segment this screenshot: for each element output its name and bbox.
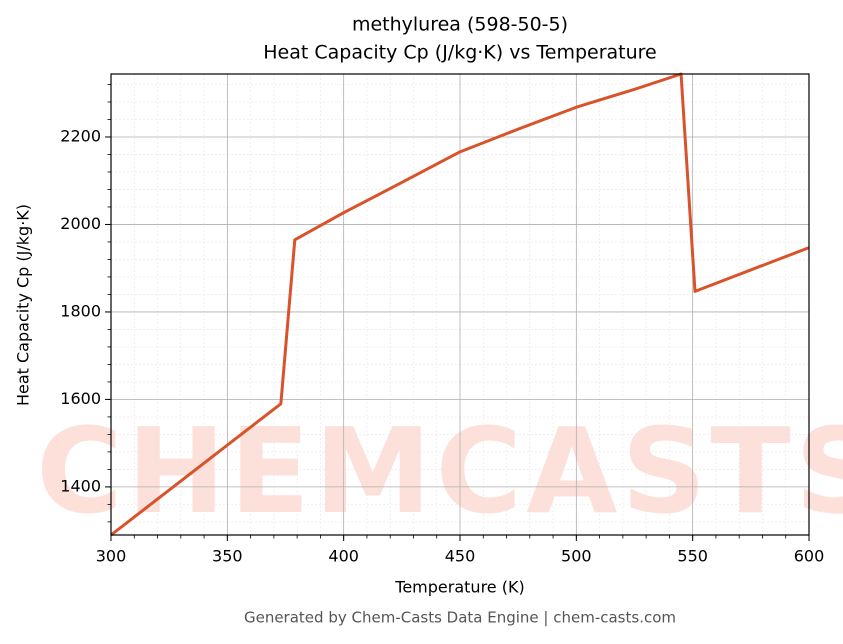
y-axis-label: Heat Capacity Cp (J/kg·K) <box>14 204 33 406</box>
chart-subtitle: Heat Capacity Cp (J/kg·K) vs Temperature <box>263 42 657 64</box>
chart-title: methylurea (598-50-5) <box>352 14 568 36</box>
y-tick-label: 1400 <box>60 476 101 495</box>
footer: Generated by Chem-Casts Data Engine | ch… <box>244 609 676 627</box>
y-tick-label: 2200 <box>60 126 101 145</box>
x-axis-label: Temperature (K) <box>394 578 524 597</box>
x-tick-label: 350 <box>212 547 243 566</box>
data-line <box>110 72 810 537</box>
x-tick-label: 400 <box>328 547 359 566</box>
x-tick-label: 600 <box>794 547 825 566</box>
x-tick-label: 550 <box>677 547 708 566</box>
x-tick-label: 300 <box>96 547 127 566</box>
x-tick-label: 500 <box>561 547 592 566</box>
plot-frame <box>110 73 810 536</box>
watermark: CHEMCASTS <box>36 402 843 540</box>
y-tick-label: 1600 <box>60 389 101 408</box>
y-tick-label: 1800 <box>60 301 101 320</box>
y-tick-label: 2000 <box>60 214 101 233</box>
x-tick-label: 450 <box>445 547 476 566</box>
